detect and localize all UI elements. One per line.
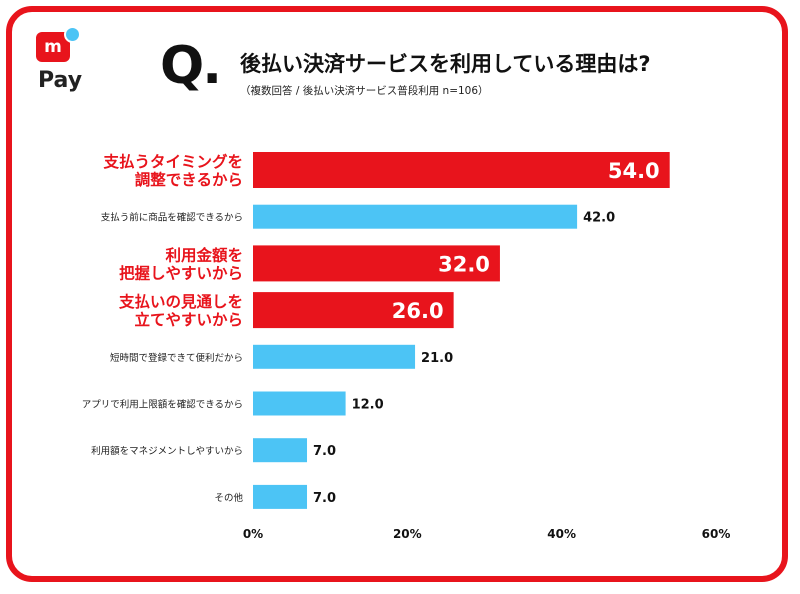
bar <box>253 484 308 509</box>
logo-icon: m <box>36 32 70 62</box>
value-label: 26.0 <box>392 299 444 323</box>
bar <box>253 152 670 188</box>
x-tick-label: 20% <box>393 527 422 541</box>
category-label: 支払うタイミングを調整できるから <box>102 152 243 189</box>
bar <box>253 245 500 282</box>
question-mark: Q. <box>160 36 222 96</box>
category-label: 支払う前に商品を確認できるから <box>101 212 243 224</box>
value-label: 7.0 <box>313 491 336 506</box>
category-label: 利用額をマネジメントしやすいから <box>91 445 243 457</box>
category-label: その他 <box>214 492 243 504</box>
value-label: 42.0 <box>583 211 615 226</box>
chart-title: 後払い決済サービスを利用している理由は? <box>240 52 651 76</box>
logo-brand-text: Pay <box>38 68 83 93</box>
logo-dot <box>64 26 81 43</box>
category-label: 短時間で登録できて便利だから <box>110 352 243 364</box>
value-label: 12.0 <box>352 398 384 413</box>
merpay-logo: m Pay <box>26 26 90 100</box>
value-label: 21.0 <box>421 351 453 366</box>
value-label: 32.0 <box>438 252 490 276</box>
bar <box>253 391 346 416</box>
bar <box>253 438 308 463</box>
bar <box>253 204 578 229</box>
category-label: 利用金額を把握しやすいから <box>119 245 243 282</box>
x-tick-label: 0% <box>243 527 263 541</box>
category-label: 支払いの見通しを立てやすいから <box>118 292 243 329</box>
x-tick-label: 60% <box>702 527 731 541</box>
bar <box>253 292 454 329</box>
x-tick-label: 40% <box>547 527 576 541</box>
chart-subtitle: （複数回答 / 後払い決済サービス普段利用 n=106） <box>240 85 489 97</box>
category-label: アプリで利用上限額を確認できるから <box>82 399 243 411</box>
card-frame <box>6 6 788 582</box>
value-label: 54.0 <box>608 159 660 183</box>
value-label: 7.0 <box>313 444 336 459</box>
bar <box>253 344 416 369</box>
